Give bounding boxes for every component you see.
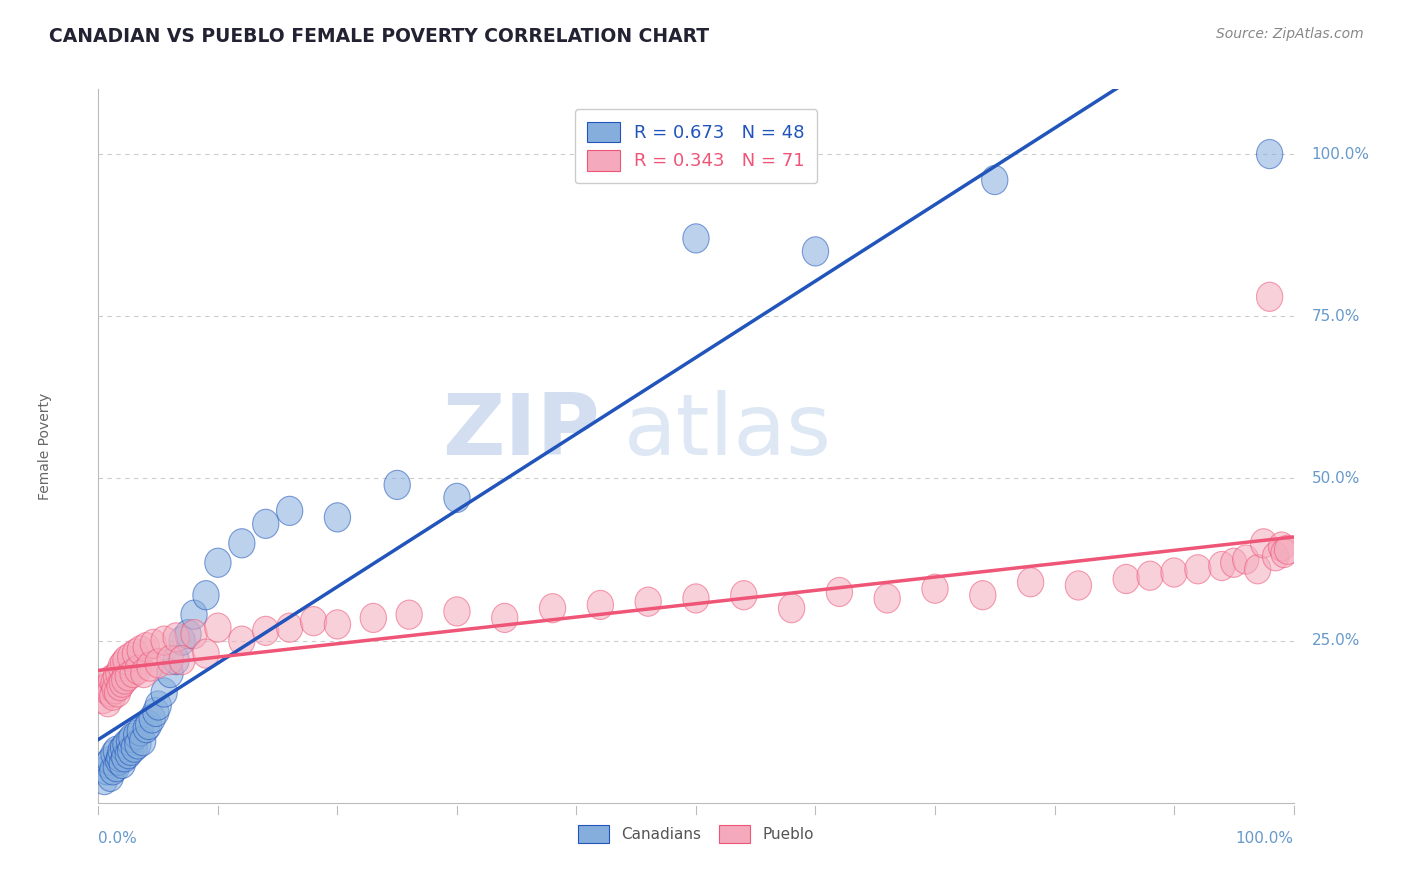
Text: CANADIAN VS PUEBLO FEMALE POVERTY CORRELATION CHART: CANADIAN VS PUEBLO FEMALE POVERTY CORREL… [49, 27, 710, 45]
Text: 50.0%: 50.0% [1312, 471, 1360, 486]
Text: 100.0%: 100.0% [1236, 831, 1294, 847]
Text: 100.0%: 100.0% [1312, 146, 1369, 161]
Text: 0.0%: 0.0% [98, 831, 138, 847]
Text: ZIP: ZIP [443, 390, 600, 474]
Legend: Canadians, Pueblo: Canadians, Pueblo [572, 819, 820, 848]
Text: Source: ZipAtlas.com: Source: ZipAtlas.com [1216, 27, 1364, 41]
Text: 75.0%: 75.0% [1312, 309, 1360, 324]
Text: atlas: atlas [624, 390, 832, 474]
Text: Female Poverty: Female Poverty [38, 392, 52, 500]
Text: 25.0%: 25.0% [1312, 633, 1360, 648]
